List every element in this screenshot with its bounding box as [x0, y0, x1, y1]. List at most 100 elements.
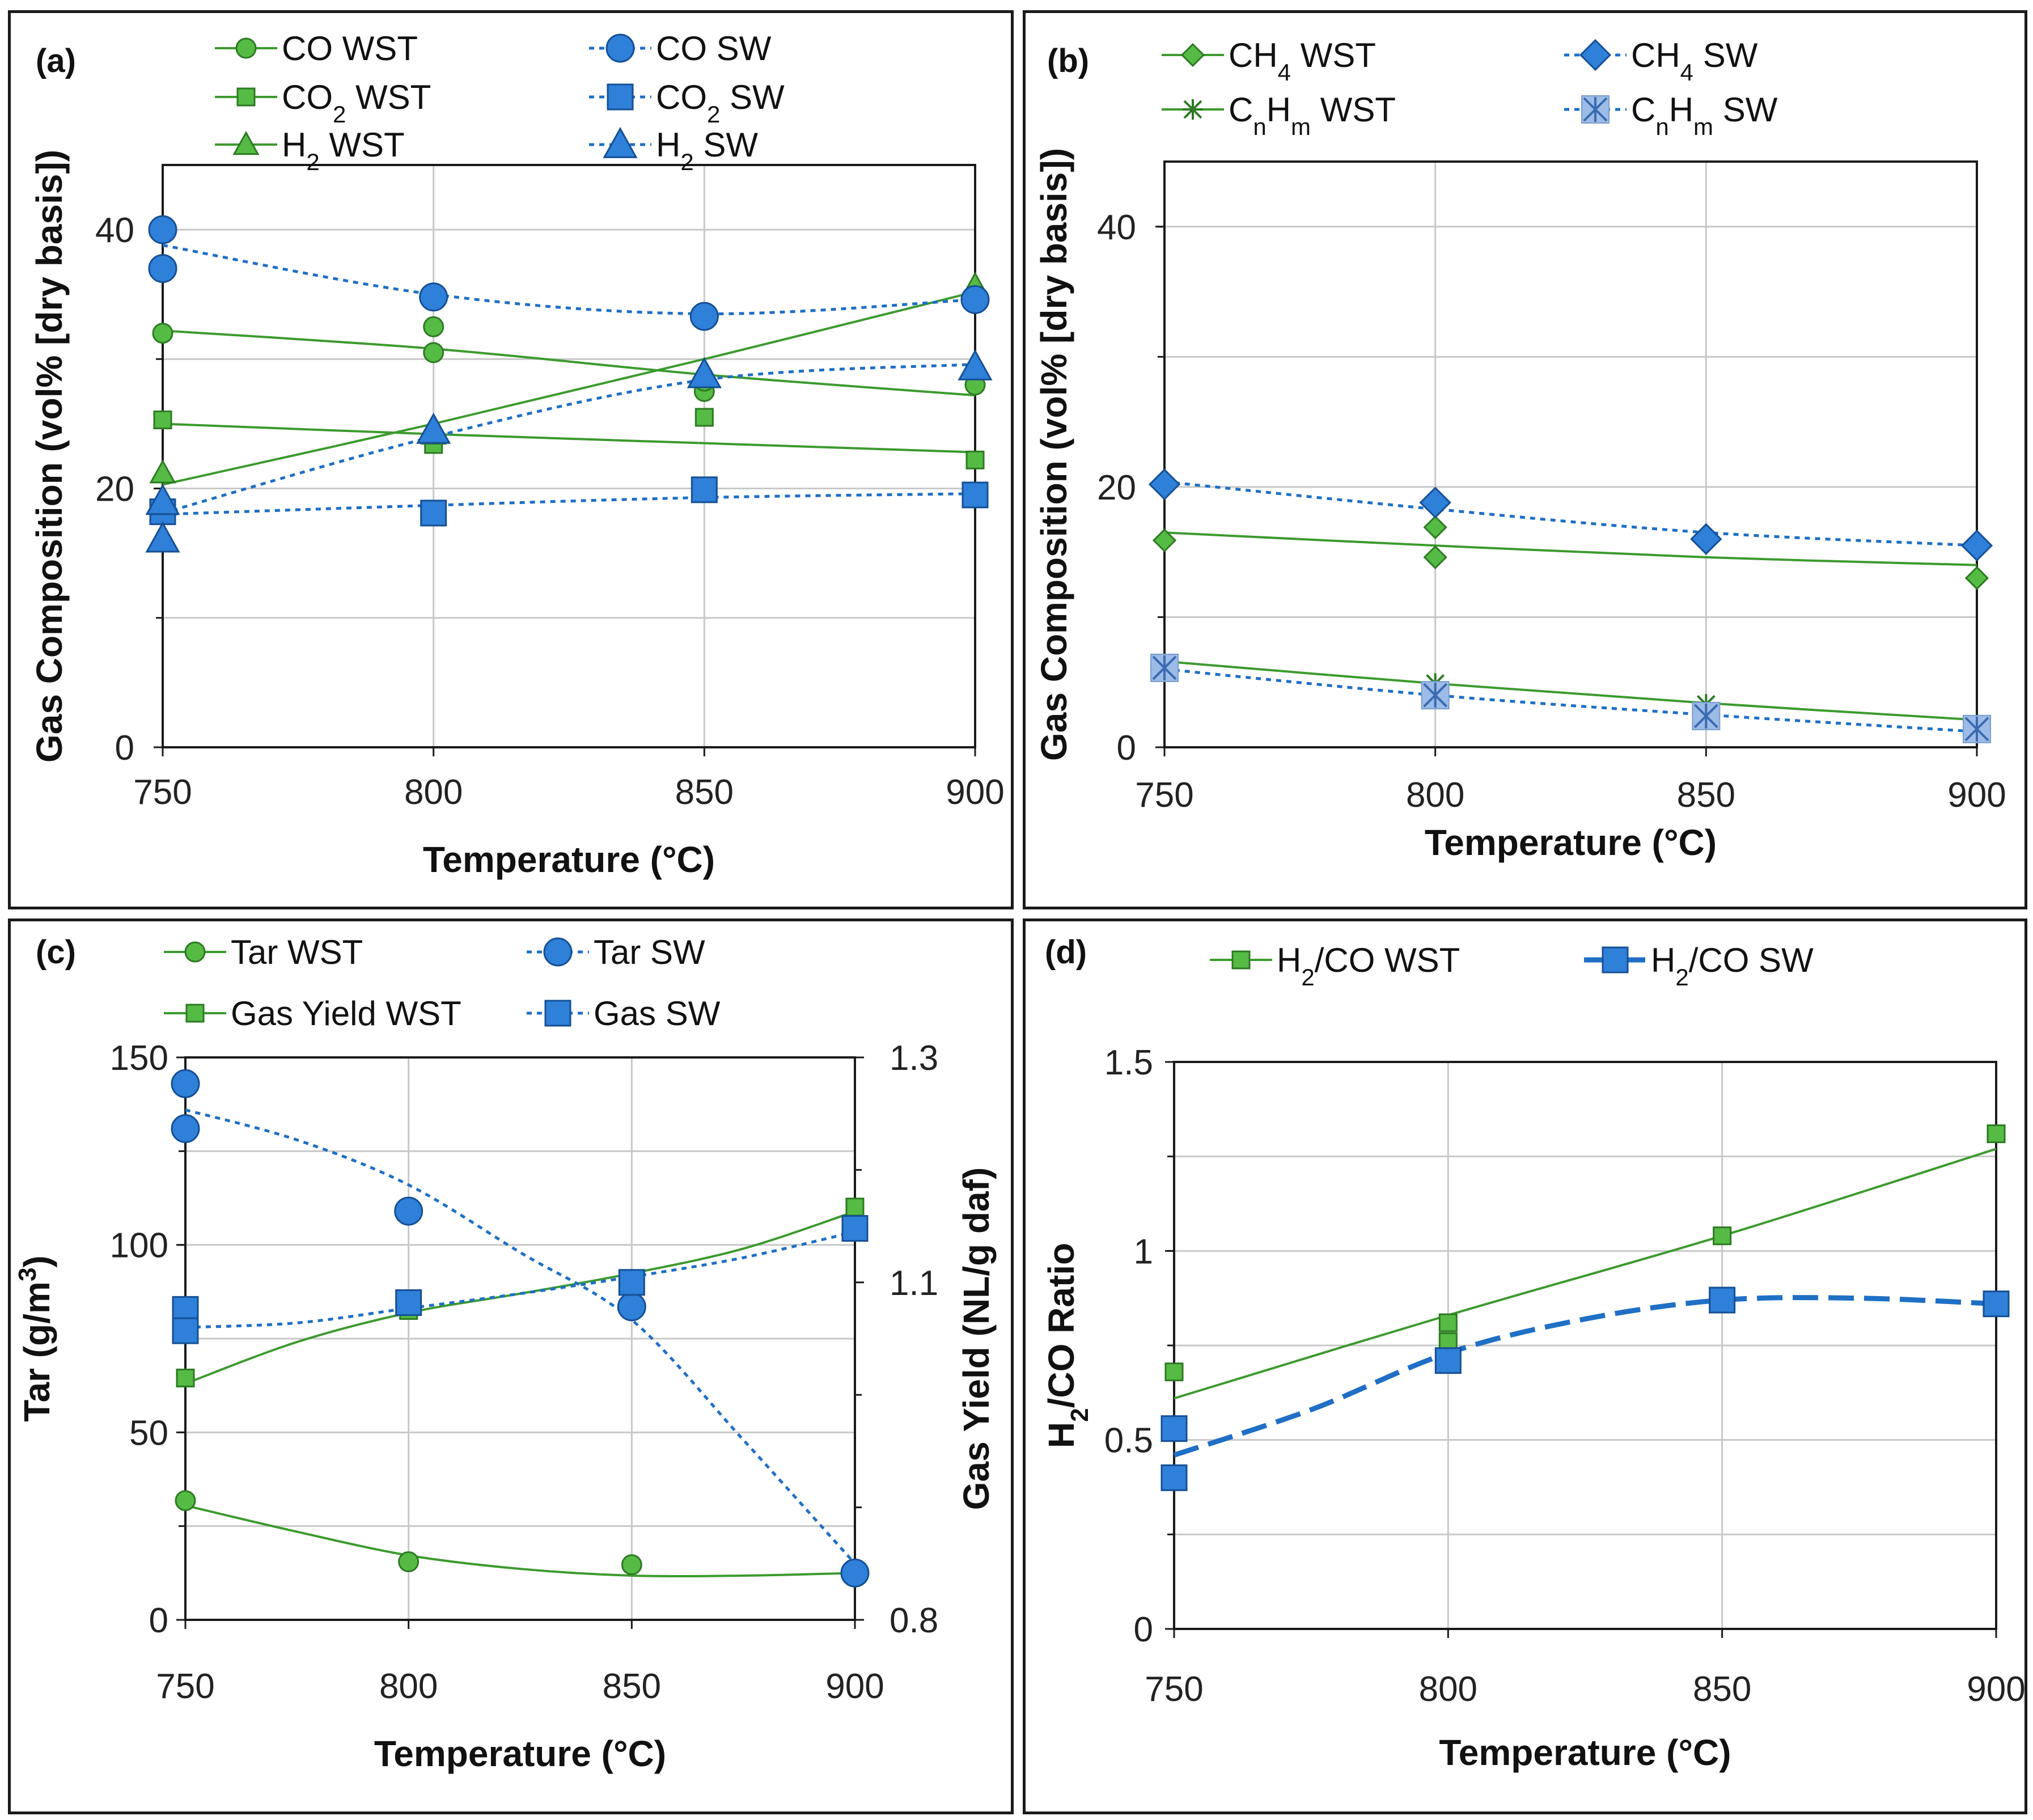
y-axis-title-tail: /CO Ratio — [1041, 1243, 1082, 1408]
x-axis-title: Temperature (°C) — [1425, 822, 1717, 863]
legend-label-main: H — [1277, 941, 1301, 979]
series-gas-sw — [172, 1215, 869, 1344]
x-axis-title: Temperature (°C) — [1439, 1732, 1731, 1773]
legend-label-main: Tar SW — [594, 933, 705, 971]
x-tick-label: 750 — [1135, 776, 1193, 815]
data-point — [395, 1289, 422, 1317]
data-point — [394, 1196, 423, 1226]
gridlines — [1173, 1061, 1997, 1629]
legend-label-sub: n — [1253, 113, 1266, 140]
data-point — [960, 285, 990, 314]
series-co-sw — [148, 215, 990, 331]
y-axis-title: Gas Composition (vol% [dry basis]) — [1034, 148, 1074, 761]
legend-label: CH4 SW — [1631, 36, 1758, 86]
legend-label-main2: H — [1669, 91, 1693, 129]
y-axis-title-main: H — [1041, 1422, 1082, 1448]
data-point — [1709, 1286, 1736, 1314]
data-point — [145, 484, 180, 515]
legend-label-tail: WST — [320, 126, 405, 164]
series-h2-co-wst — [1164, 1124, 2006, 1400]
trend-line — [162, 244, 976, 316]
trend-line — [1164, 660, 1977, 721]
x-tick-label: 900 — [825, 1667, 884, 1706]
data-point — [416, 412, 451, 444]
legend-label: Gas SW — [594, 994, 721, 1032]
legend-label: CO2 WST — [282, 78, 431, 128]
legend-label-main: Gas Yield WST — [231, 994, 461, 1032]
legend-label-main: Tar WST — [231, 933, 363, 971]
legend-marker — [605, 33, 635, 63]
y-axis-title: Tar (g/m3) — [14, 1255, 58, 1422]
data-point — [1438, 1313, 1458, 1332]
data-point — [841, 1215, 869, 1242]
data-point — [1148, 468, 1181, 501]
data-point-cross — [1693, 703, 1718, 729]
y-tick-label: 1.5 — [1104, 1043, 1153, 1082]
series-cnhm-sw — [1150, 653, 1991, 743]
x-tick-label: 850 — [1693, 1670, 1751, 1709]
legend-label: H2 WST — [282, 126, 405, 175]
data-point — [845, 1197, 865, 1217]
y-tick-label: 50 — [129, 1413, 168, 1453]
data-point-cross — [1152, 655, 1177, 680]
data-point — [419, 282, 448, 312]
legend-label: CH4 WST — [1229, 36, 1376, 86]
y-axis-title-main: Tar (g/m — [16, 1281, 57, 1422]
legend-marker — [544, 1000, 571, 1027]
x-tick-label: 900 — [1967, 1670, 2025, 1709]
x-tick-label: 750 — [1145, 1670, 1203, 1709]
x-tick-label: 800 — [1419, 1670, 1477, 1709]
y-tick-label: 0.5 — [1104, 1421, 1153, 1461]
data-point — [618, 1269, 645, 1296]
y-tick-label: 0 — [1134, 1610, 1153, 1649]
data-point — [621, 1554, 642, 1576]
trend-line — [1174, 1148, 1997, 1400]
y2-tick-label: 1.1 — [890, 1264, 938, 1303]
data-point — [176, 1368, 195, 1387]
data-point — [691, 476, 718, 503]
legend-label: CnHm SW — [1631, 91, 1778, 140]
data-point — [171, 1069, 200, 1098]
data-point — [1690, 523, 1722, 555]
gridlines — [162, 165, 976, 747]
data-point — [1434, 1347, 1462, 1374]
x-axis-title: Temperature (°C) — [374, 1733, 666, 1774]
data-point-cross — [1964, 716, 1989, 742]
series-ch4-wst — [1152, 515, 1989, 590]
legend-marker — [1183, 99, 1203, 120]
legend-label-sub: 2 — [306, 149, 319, 175]
legend-label-sub: 2 — [1301, 964, 1314, 991]
legend-label-main: CO — [656, 78, 707, 116]
legend: Tar WST Gas Yield WST Tar SW Gas SW — [164, 933, 721, 1032]
trend-line — [162, 492, 976, 516]
data-point — [1164, 1362, 1184, 1382]
y-tick-label: 20 — [95, 470, 134, 509]
legend-marker — [1602, 946, 1629, 974]
data-point — [1423, 545, 1447, 569]
legend-label-main: C — [1229, 91, 1253, 129]
x-tick-label: 850 — [603, 1667, 661, 1706]
panel-label: (d) — [1045, 934, 1087, 971]
panel-label: (c) — [36, 934, 76, 971]
legend-label: Tar WST — [231, 933, 363, 971]
legend-label-sub: 2 — [707, 101, 720, 128]
legend-marker — [603, 126, 638, 158]
data-point — [148, 254, 177, 283]
y-axis-title-sub: 2 — [1066, 1408, 1094, 1421]
legend-marker — [1231, 950, 1251, 970]
x-tick-label: 800 — [379, 1667, 438, 1706]
data-point — [423, 342, 444, 363]
legend-label: Tar SW — [594, 933, 705, 971]
data-point — [148, 215, 177, 244]
data-point — [1964, 566, 1989, 590]
x-axis-title: Temperature (°C) — [423, 839, 715, 880]
x-tick-label: 900 — [1947, 776, 2006, 815]
series-tar-sw — [171, 1069, 870, 1588]
legend-label: H2/CO WST — [1277, 941, 1460, 991]
chart-c-svg: 750 800 850 900 0 50 100 150 0.8 1.1 1.3 Temperatur… — [14, 933, 997, 1774]
legend-label: CO SW — [656, 29, 772, 67]
panel-label: (b) — [1047, 43, 1089, 79]
y-tick-label: 40 — [95, 211, 134, 250]
legend-label-main: C — [1631, 91, 1655, 129]
